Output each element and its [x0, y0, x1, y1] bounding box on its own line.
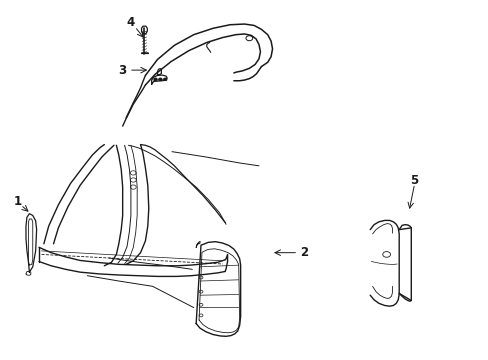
Text: 5: 5 — [410, 174, 418, 186]
Text: 4: 4 — [126, 16, 135, 29]
Text: 2: 2 — [299, 246, 307, 259]
Text: 1: 1 — [14, 195, 22, 208]
Circle shape — [154, 78, 157, 80]
Circle shape — [159, 78, 162, 80]
Text: 3: 3 — [118, 64, 126, 77]
Circle shape — [163, 78, 166, 80]
